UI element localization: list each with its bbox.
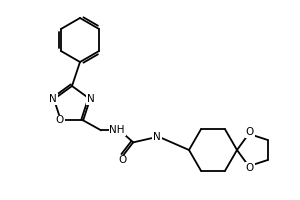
Text: O: O xyxy=(246,127,254,137)
Text: N: N xyxy=(87,94,95,104)
Text: N: N xyxy=(49,94,57,104)
Text: N: N xyxy=(153,132,161,142)
Text: O: O xyxy=(246,163,254,173)
Text: O: O xyxy=(118,155,126,165)
Text: NH: NH xyxy=(110,125,125,135)
Text: O: O xyxy=(56,115,64,125)
